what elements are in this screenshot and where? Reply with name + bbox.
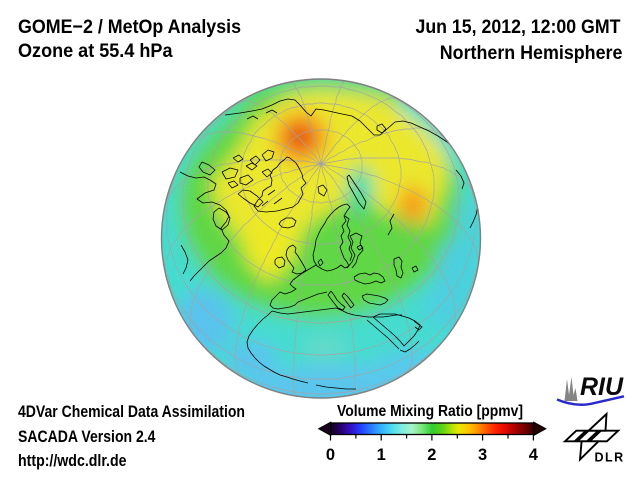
svg-text:DLR: DLR — [595, 451, 625, 465]
svg-text:RIU: RIU — [580, 373, 624, 401]
